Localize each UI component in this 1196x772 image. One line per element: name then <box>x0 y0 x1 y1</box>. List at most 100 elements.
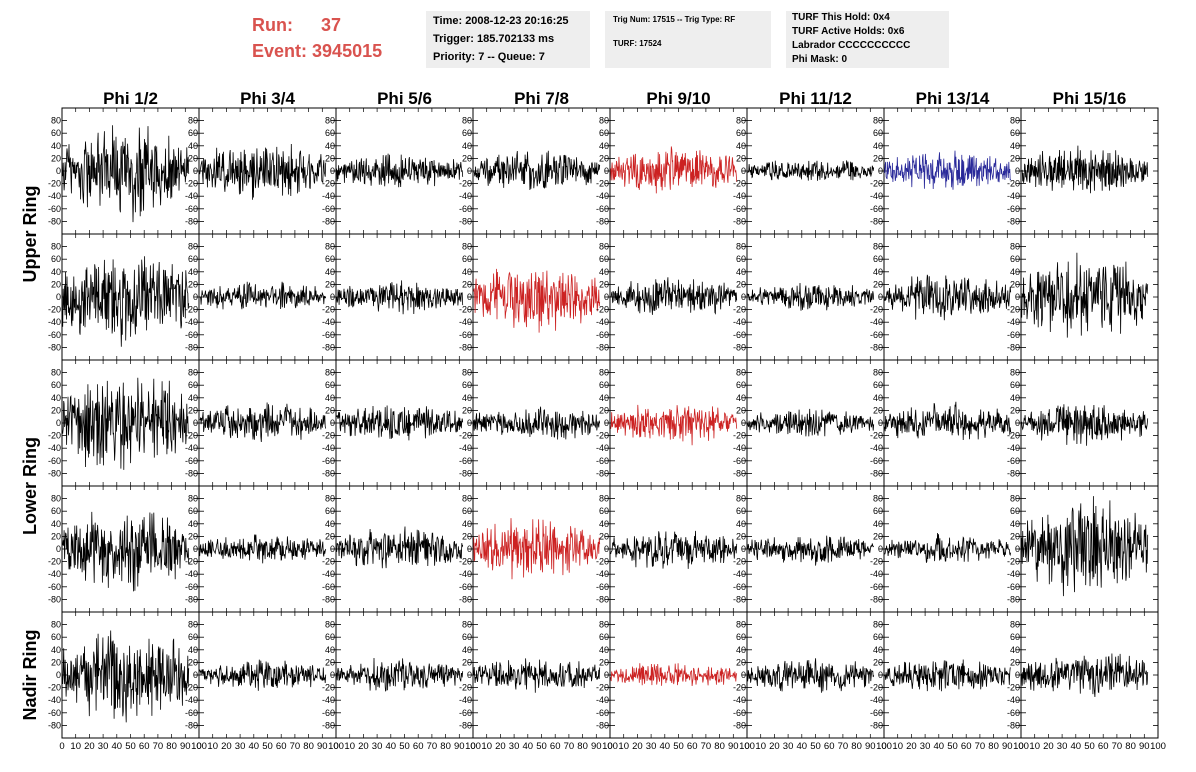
y-tick-label: -60 <box>48 456 61 466</box>
turf-active-holds-text: TURF Active Holds: 0x6 <box>792 26 905 37</box>
y-tick-label: -80 <box>1007 216 1020 226</box>
y-tick-label: 20 <box>188 279 198 289</box>
x-tick-label: 60 <box>550 741 561 752</box>
waveform-trace <box>610 277 738 315</box>
y-tick-label: -20 <box>596 683 609 693</box>
column-title: Phi 11/12 <box>779 89 852 108</box>
y-tick-label: -40 <box>185 191 198 201</box>
y-tick-label: 60 <box>51 632 61 642</box>
y-tick-label: 60 <box>51 380 61 390</box>
y-tick-label: 80 <box>736 368 746 378</box>
y-tick-label: -20 <box>870 431 883 441</box>
x-tick-label: 70 <box>153 741 164 752</box>
y-tick-label: -80 <box>596 342 609 352</box>
y-tick-label: -20 <box>48 431 61 441</box>
column-title: Phi 7/8 <box>514 89 569 108</box>
y-tick-label: 20 <box>462 279 472 289</box>
x-tick-label: 60 <box>824 741 835 752</box>
y-tick-label: 20 <box>462 405 472 415</box>
y-tick-label: -40 <box>185 695 198 705</box>
x-tick-label: 30 <box>509 741 520 752</box>
x-tick-label: 10 <box>207 741 218 752</box>
row-label: Lower Ring <box>20 437 40 535</box>
y-tick-label: 0 <box>56 292 61 302</box>
x-tick-label: 20 <box>221 741 232 752</box>
priority-text: Priority: 7 -- Queue: 7 <box>433 51 545 63</box>
y-tick-label: 60 <box>1010 506 1020 516</box>
y-tick-label: 0 <box>193 292 198 302</box>
x-tick-label: 50 <box>399 741 410 752</box>
y-tick-label: 0 <box>741 670 746 680</box>
y-tick-label: -20 <box>870 557 883 567</box>
y-tick-label: 40 <box>188 267 198 277</box>
x-tick-label: 50 <box>810 741 821 752</box>
y-tick-label: 60 <box>599 506 609 516</box>
run-value: 37 <box>320 15 342 35</box>
x-tick-label: 60 <box>961 741 972 752</box>
y-tick-label: -20 <box>870 305 883 315</box>
y-tick-label: 40 <box>1010 645 1020 655</box>
waveform-trace <box>336 405 464 441</box>
y-tick-label: -60 <box>596 582 609 592</box>
y-tick-label: 40 <box>873 393 883 403</box>
waveform-trace <box>1021 496 1149 597</box>
y-tick-label: 80 <box>51 116 61 126</box>
y-tick-label: 80 <box>462 494 472 504</box>
y-tick-label: -80 <box>733 468 746 478</box>
y-tick-label: -20 <box>733 557 746 567</box>
y-tick-label: -60 <box>459 330 472 340</box>
x-tick-label: 50 <box>125 741 136 752</box>
y-tick-label: -80 <box>322 342 335 352</box>
event-row: Event: 3945015 <box>252 38 382 64</box>
y-tick-label: 40 <box>51 645 61 655</box>
y-tick-label: 0 <box>56 166 61 176</box>
y-tick-label: 40 <box>325 519 335 529</box>
y-tick-label: -20 <box>596 179 609 189</box>
x-tick-label: 0 <box>607 741 612 752</box>
x-tick-label: 50 <box>536 741 547 752</box>
y-tick-label: -60 <box>459 204 472 214</box>
y-tick-label: 20 <box>873 153 883 163</box>
y-tick-label: -60 <box>596 708 609 718</box>
x-tick-label: 20 <box>84 741 95 752</box>
y-tick-label: 20 <box>325 531 335 541</box>
y-tick-label: 40 <box>462 141 472 151</box>
y-tick-label: -40 <box>1007 317 1020 327</box>
y-tick-label: 40 <box>462 645 472 655</box>
waveform-trace <box>336 280 464 315</box>
x-tick-label: 10 <box>892 741 903 752</box>
y-tick-label: 60 <box>736 254 746 264</box>
y-tick-label: 40 <box>599 519 609 529</box>
y-tick-label: 40 <box>1010 393 1020 403</box>
y-tick-label: -40 <box>1007 191 1020 201</box>
y-tick-label: 40 <box>51 141 61 151</box>
y-tick-label: 60 <box>873 254 883 264</box>
x-tick-label: 70 <box>1112 741 1123 752</box>
y-tick-label: 0 <box>467 292 472 302</box>
waveform-trace <box>747 658 875 693</box>
y-tick-label: 20 <box>873 279 883 289</box>
y-tick-label: 20 <box>51 405 61 415</box>
x-tick-label: 10 <box>344 741 355 752</box>
y-tick-label: 40 <box>325 393 335 403</box>
y-tick-label: 40 <box>51 393 61 403</box>
y-tick-label: 40 <box>736 393 746 403</box>
x-tick-label: 0 <box>744 741 749 752</box>
y-tick-label: 40 <box>873 645 883 655</box>
y-tick-label: 20 <box>462 657 472 667</box>
x-tick-label: 40 <box>112 741 123 752</box>
y-tick-label: 0 <box>1015 166 1020 176</box>
y-tick-label: -60 <box>48 582 61 592</box>
y-tick-label: -60 <box>870 204 883 214</box>
x-tick-label: 90 <box>1002 741 1013 752</box>
y-tick-label: -80 <box>733 216 746 226</box>
y-tick-label: -40 <box>322 191 335 201</box>
y-tick-label: 80 <box>599 242 609 252</box>
y-tick-label: -80 <box>322 594 335 604</box>
y-tick-label: -80 <box>596 720 609 730</box>
y-tick-label: 20 <box>1010 405 1020 415</box>
x-tick-label: 80 <box>851 741 862 752</box>
y-tick-label: -20 <box>1007 683 1020 693</box>
y-tick-label: 60 <box>325 128 335 138</box>
y-tick-label: -80 <box>870 720 883 730</box>
